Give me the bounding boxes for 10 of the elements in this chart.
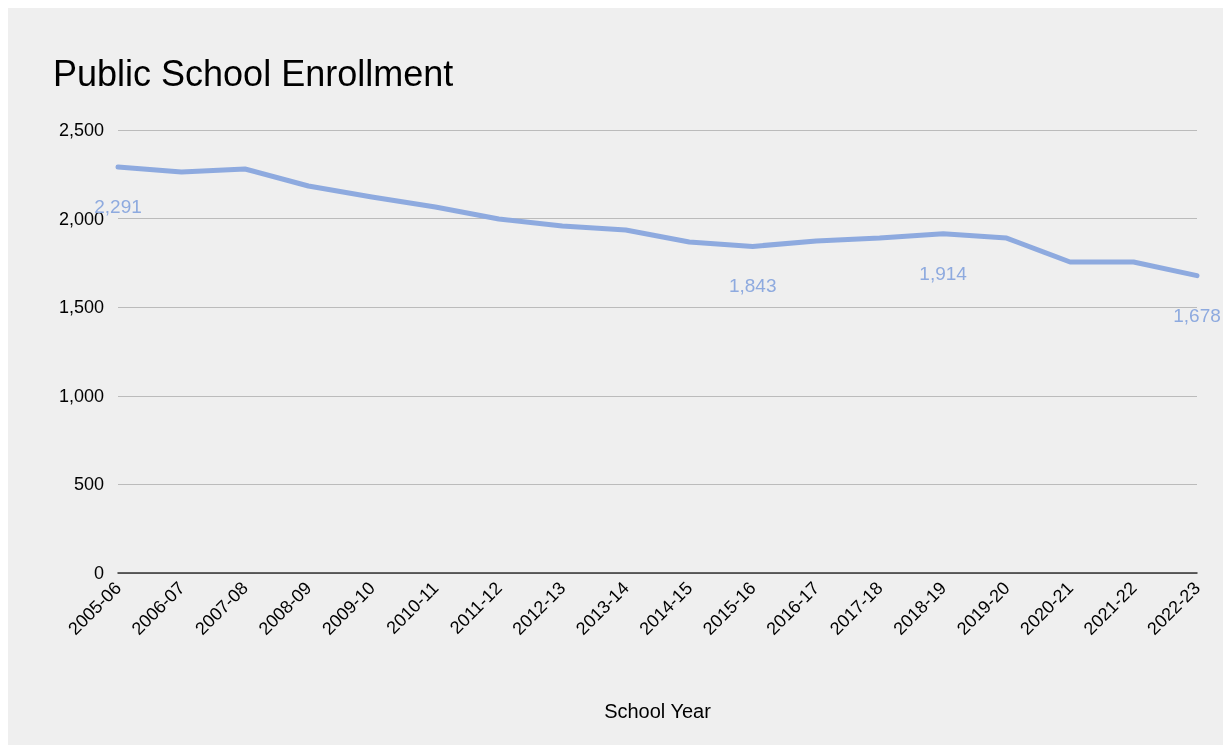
y-tick-label: 0 [93,563,104,583]
data-label: 1,914 [919,262,968,284]
data-label: 1,678 [1173,304,1221,326]
data-label: 1,843 [728,275,777,297]
y-tick-label: 500 [73,474,104,495]
y-tick-label: 1,500 [58,297,104,318]
chart-title: Public School Enrollment [53,52,454,94]
x-axis-title: School Year [604,700,712,722]
y-tick-label: 1,000 [58,385,104,406]
y-tick-label: 2,500 [58,120,104,140]
